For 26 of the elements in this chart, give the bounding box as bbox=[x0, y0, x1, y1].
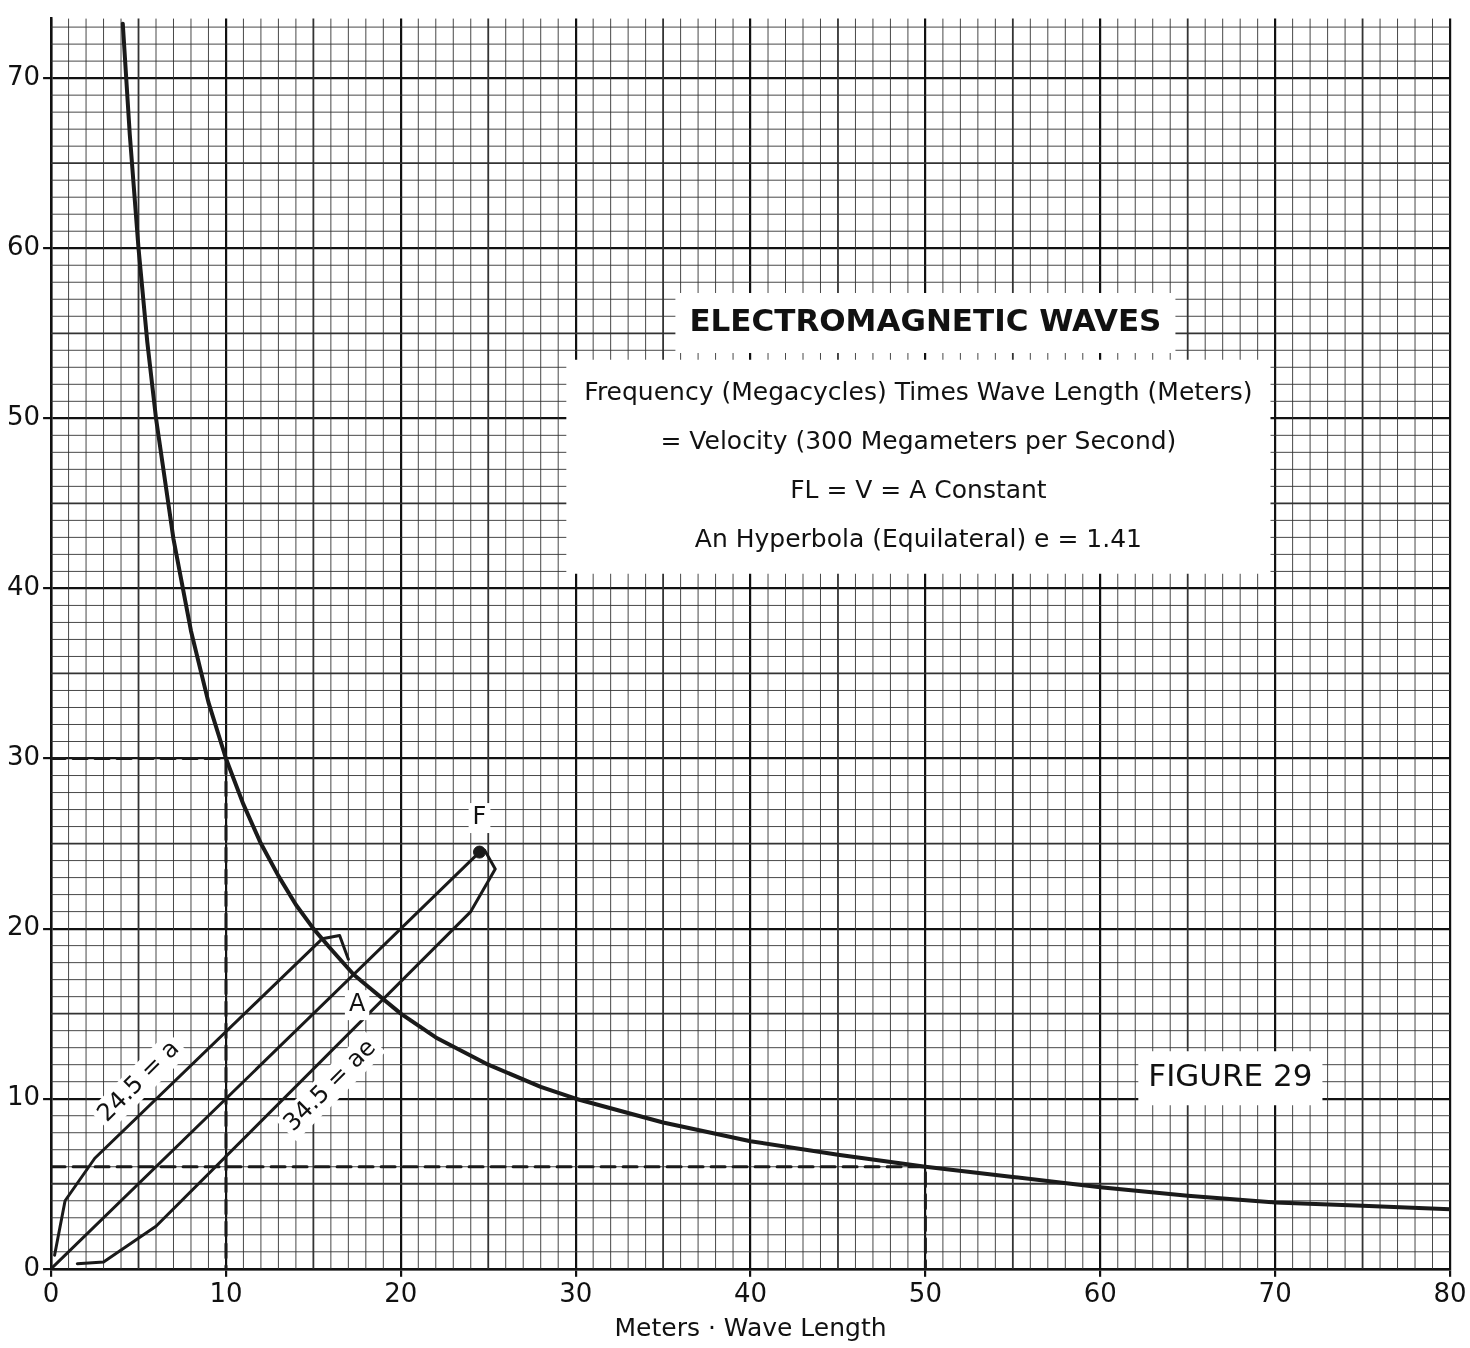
y-tick-label: 20 bbox=[6, 911, 41, 942]
y-tick-label: 10 bbox=[6, 1081, 41, 1112]
y-tick-label: 60 bbox=[6, 230, 41, 261]
text: ELECTROMAGNETIC WAVES bbox=[689, 301, 1162, 338]
annotation: Frequency (Megacycles) Times Wave Length (Meters) bbox=[584, 376, 1253, 406]
annotation: = Velocity (300 Megameters per Second) bbox=[660, 425, 1177, 455]
annotation: An Hyperbola (Equilateral) e = 1.41 bbox=[694, 523, 1143, 553]
x-tick-label: 80 bbox=[1433, 1278, 1467, 1309]
x-tick-label: 60 bbox=[1083, 1278, 1117, 1309]
y-tick-label: 40 bbox=[6, 571, 41, 602]
y-tick-label: 0 bbox=[23, 1251, 41, 1282]
y-tick-label: 70 bbox=[6, 60, 41, 91]
x-axis-title: Meters · Wave Length bbox=[614, 1312, 887, 1342]
annotation: FL = V = A Constant bbox=[790, 474, 1047, 504]
y-tick-label: 50 bbox=[6, 401, 41, 432]
y-tick-label: 30 bbox=[6, 741, 41, 772]
x-tick-label: 20 bbox=[384, 1278, 418, 1309]
annotation: FIGURE 29 bbox=[1148, 1057, 1313, 1094]
annotation: A bbox=[348, 989, 366, 1018]
annotation: F bbox=[472, 802, 487, 831]
x-tick-label: 50 bbox=[908, 1278, 942, 1309]
x-tick-label: 70 bbox=[1258, 1278, 1292, 1309]
x-tick-label: 10 bbox=[209, 1278, 243, 1309]
x-tick-label: 30 bbox=[559, 1278, 593, 1309]
x-tick-label: 0 bbox=[42, 1278, 60, 1309]
x-tick-label: 40 bbox=[734, 1278, 768, 1309]
